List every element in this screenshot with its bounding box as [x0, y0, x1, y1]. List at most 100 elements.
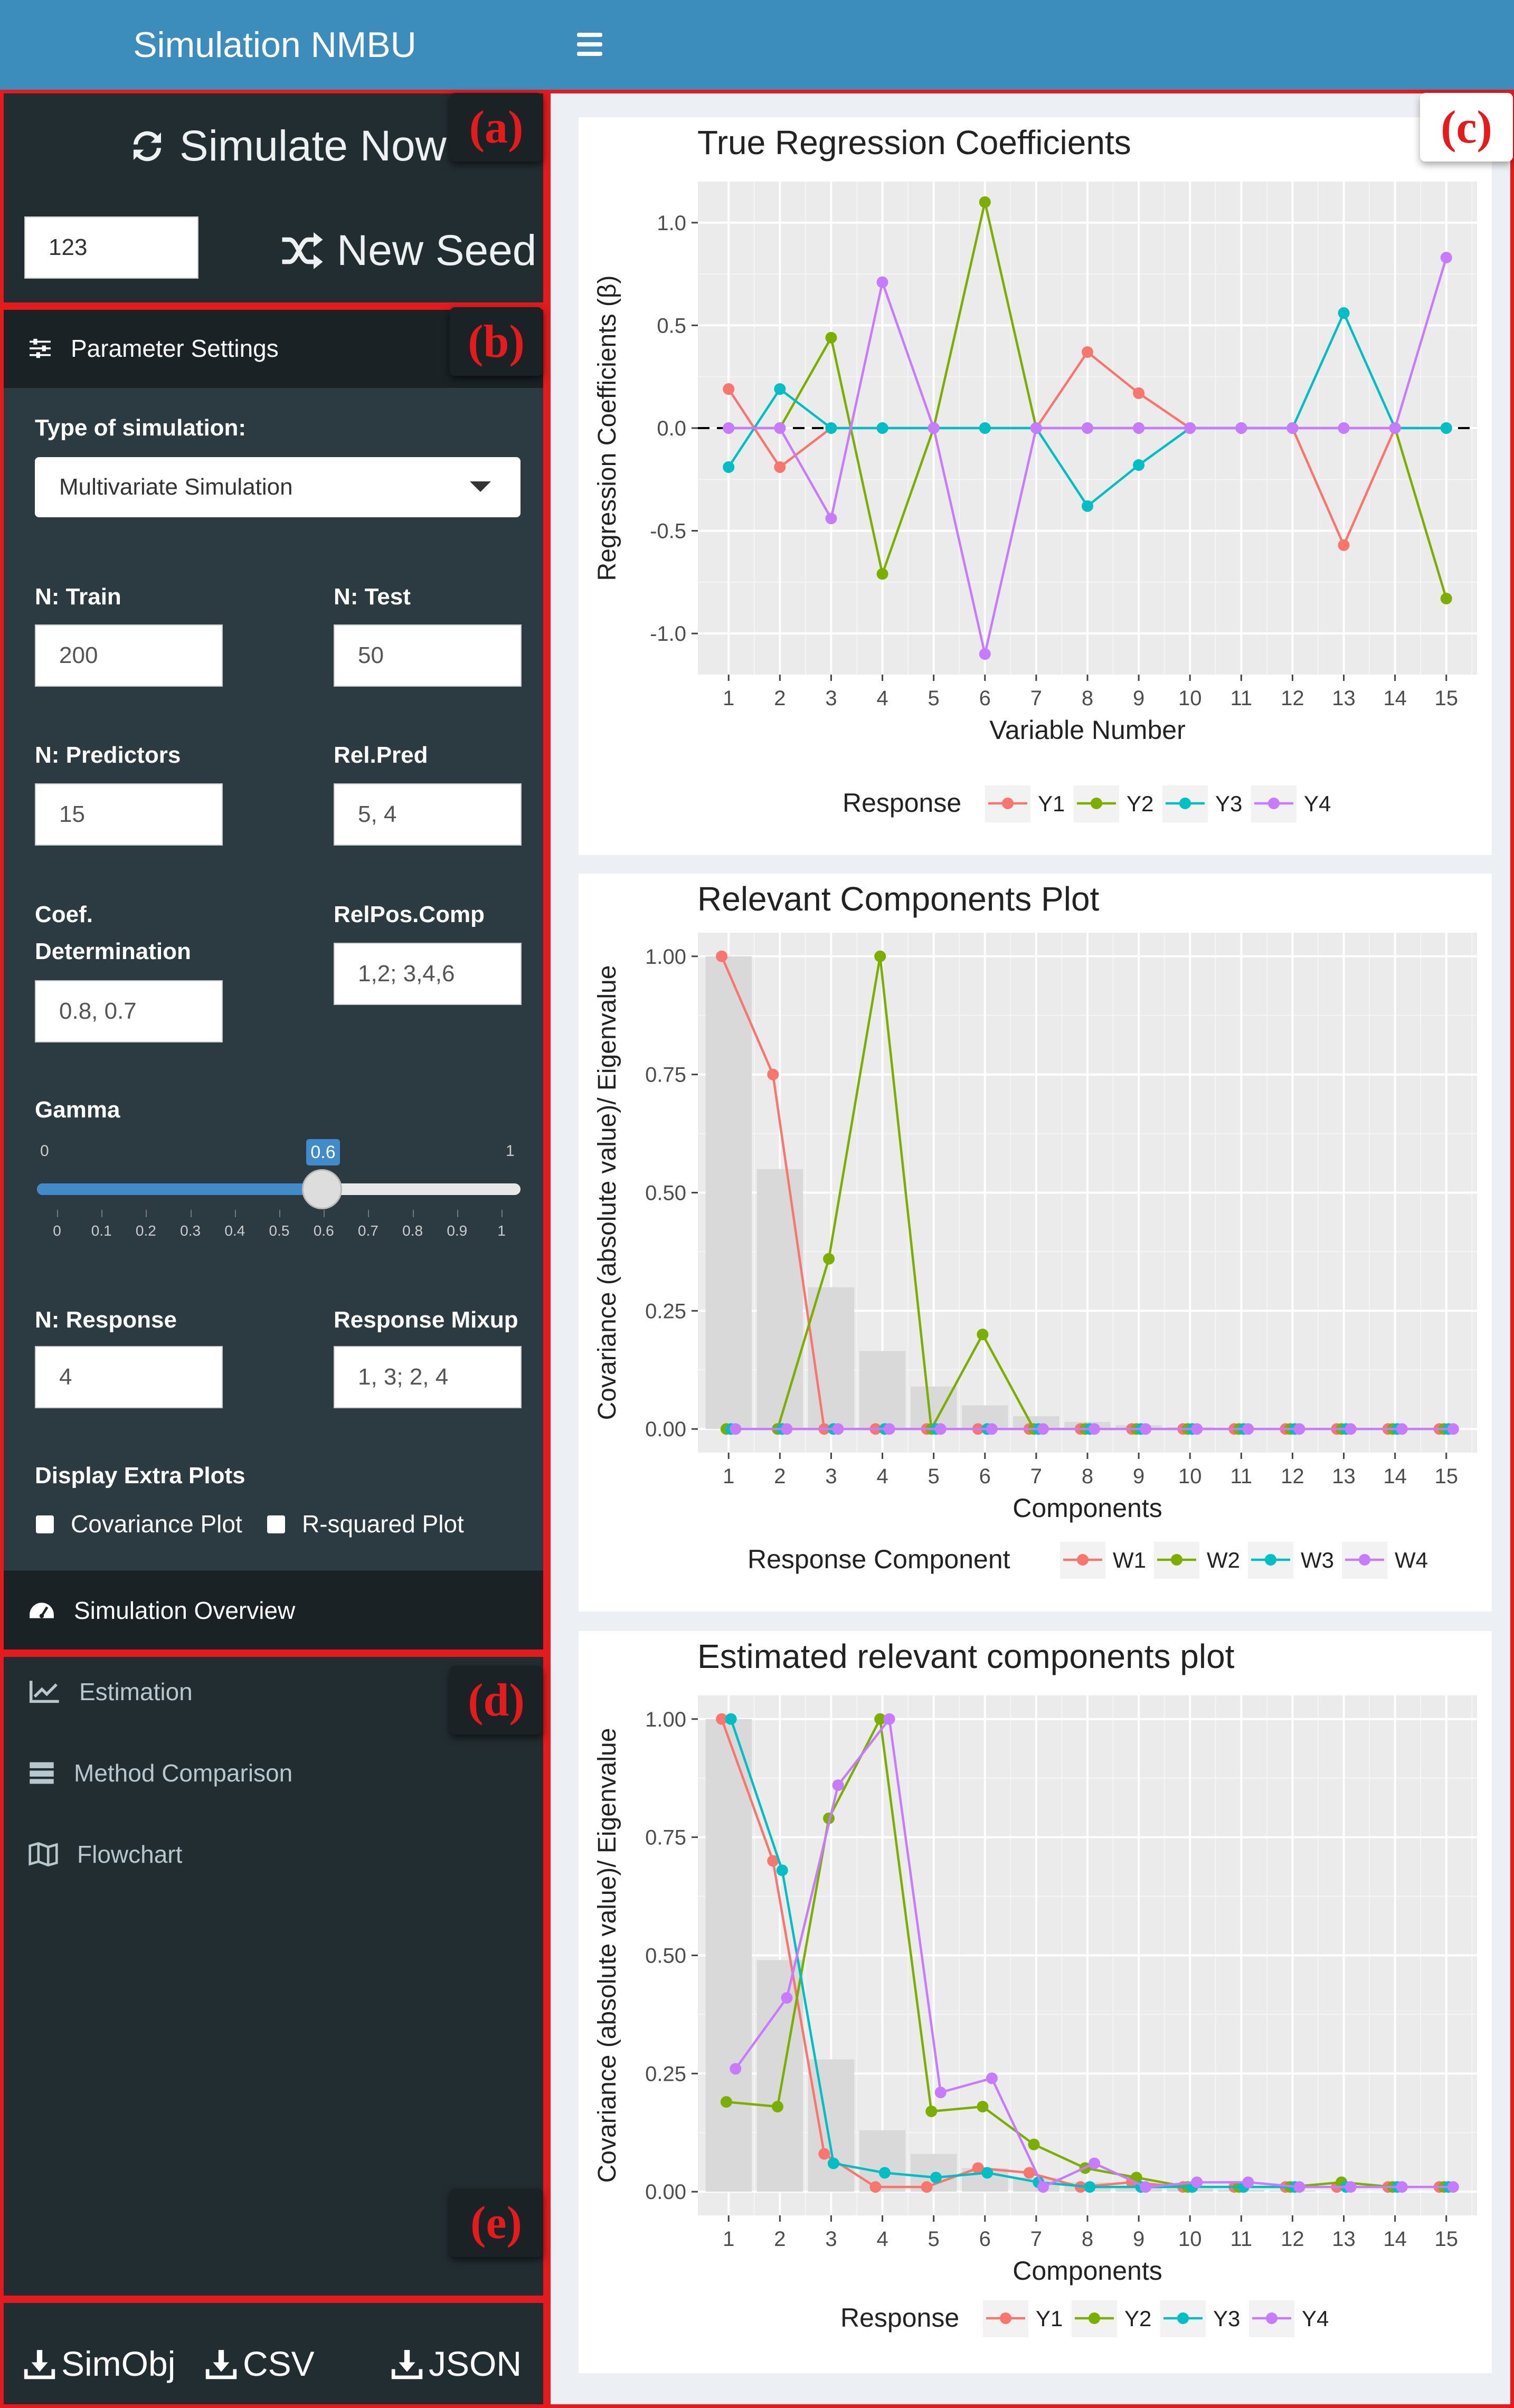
download-simobj-button[interactable]: SimObj — [23, 2344, 175, 2384]
sidebar-item-flowchart[interactable]: Flowchart — [29, 1840, 182, 1869]
sidebar-item-method-comparison[interactable]: Method Comparison — [29, 1759, 292, 1787]
relpos-comp-input[interactable]: 1,2; 3,4,6 — [334, 943, 522, 1005]
chart-card-relevant-components: Relevant Components Plot 0.00 0.25 0.50 0.75… — [579, 874, 1492, 1611]
n-response-label: N: Response — [35, 1307, 177, 1333]
data-point-Y3 — [1338, 307, 1350, 319]
n-test-input[interactable]: 50 — [334, 624, 522, 687]
sliders-icon — [30, 338, 51, 358]
data-point-Y1 — [1082, 346, 1093, 358]
n-test-label: N: Test — [334, 584, 411, 610]
gamma-tick-mark — [146, 1210, 147, 1217]
data-point-W1 — [767, 1068, 779, 1080]
legend-key-point — [1000, 2312, 1011, 2324]
gamma-tick-label: 0.6 — [313, 1222, 334, 1239]
x-tick-label: 7 — [1030, 2227, 1042, 2251]
region-d-e-box — [0, 1653, 547, 2299]
data-point-Y4 — [774, 422, 786, 434]
x-tick-label: 14 — [1383, 687, 1407, 710]
app-brand[interactable]: Simulation NMBU — [0, 0, 550, 90]
data-point-Y3 — [876, 422, 888, 434]
download-json-button[interactable]: JSON — [391, 2344, 522, 2384]
data-point-W2 — [874, 950, 886, 962]
data-point-Y4 — [1037, 2181, 1049, 2193]
data-point-Y4 — [876, 276, 888, 288]
n-train-input[interactable]: 200 — [35, 624, 223, 687]
relpred-input[interactable]: 5, 4 — [334, 783, 522, 846]
data-point-Y1 — [767, 1855, 779, 1867]
x-tick-label: 14 — [1383, 2227, 1407, 2251]
data-point-Y4 — [986, 2072, 998, 2084]
gamma-slider-handle[interactable] — [302, 1169, 342, 1209]
download-csv-button[interactable]: CSV — [205, 2344, 315, 2384]
annotation-c: (c) — [1420, 93, 1513, 162]
gamma-tick-mark — [501, 1210, 503, 1217]
y-axis-label: Regression Coefficients (β) — [593, 276, 621, 581]
data-point-W4 — [1396, 1423, 1408, 1435]
data-point-Y2 — [874, 1713, 886, 1725]
data-point-Y3 — [825, 422, 837, 434]
gamma-tick-mark — [457, 1210, 458, 1217]
legend-item-Y3: Y3 — [1215, 791, 1242, 816]
data-point-Y4 — [1184, 422, 1196, 434]
chart-title: True Regression Coefficients — [697, 124, 1131, 162]
simulation-type-select[interactable]: Multivariate Simulation — [35, 457, 521, 517]
n-predictors-input[interactable]: 15 — [35, 783, 223, 846]
rsquared-plot-checkbox[interactable] — [267, 1515, 285, 1533]
relpred-label: Rel.Pred — [334, 742, 428, 768]
n-response-input[interactable]: 4 — [35, 1346, 223, 1408]
eigenvalue-bar — [705, 1719, 752, 2192]
data-point-Y4 — [1396, 2181, 1408, 2193]
new-seed-button[interactable]: New Seed — [280, 226, 536, 276]
legend-item-Y2: Y2 — [1127, 791, 1153, 816]
data-point-Y3 — [774, 383, 786, 395]
y-axis-label: Covariance (absolute value)/ Eigenvalue — [593, 965, 621, 1420]
region-downloads-box — [0, 2299, 547, 2408]
simulate-now-label: Simulate Now — [179, 122, 447, 170]
simulate-now-button[interactable]: Simulate Now — [127, 121, 447, 171]
response-mixup-input[interactable]: 1, 3; 2, 4 — [334, 1346, 522, 1408]
data-point-Y2 — [925, 2106, 938, 2117]
legend-item-W2: W2 — [1207, 1548, 1240, 1572]
data-point-Y4 — [832, 1779, 844, 1791]
gamma-tick-label: 0.7 — [357, 1222, 378, 1239]
data-point-Y2 — [771, 2101, 783, 2113]
legend-title: Response — [843, 788, 961, 818]
coef-determination-input[interactable]: 0.8, 0.7 — [35, 980, 223, 1042]
x-tick-label: 5 — [928, 2227, 940, 2251]
region-b-box — [0, 306, 547, 1653]
data-point-Y2 — [979, 196, 991, 208]
covariance-plot-checkbox[interactable] — [36, 1515, 54, 1533]
gamma-tick-mark — [234, 1210, 236, 1217]
data-point-Y1 — [723, 383, 735, 395]
sidebar-item-estimation[interactable]: Estimation — [29, 1677, 193, 1706]
seed-input[interactable]: 123 — [24, 216, 198, 279]
simulation-type-label: Type of simulation: — [35, 415, 247, 441]
gamma-tick-mark — [57, 1210, 58, 1217]
simulation-overview-item[interactable]: Simulation Overview — [0, 1571, 550, 1650]
x-tick-label: 8 — [1082, 1465, 1093, 1488]
estimation-label: Estimation — [79, 1678, 193, 1705]
gamma-tick-mark — [412, 1210, 414, 1217]
data-point-W4 — [832, 1423, 844, 1435]
data-point-Y3 — [723, 461, 735, 473]
y-tick-label: 0.25 — [645, 2062, 686, 2085]
download-icon — [205, 2350, 237, 2379]
data-point-Y4 — [723, 422, 735, 434]
estimated-relevant-components-chart: Estimated relevant components plot 0.00 0.… — [593, 1637, 1477, 2337]
download-simobj-label: SimObj — [61, 2344, 176, 2383]
x-tick-label: 11 — [1231, 687, 1253, 710]
data-point-Y3 — [725, 1713, 737, 1725]
data-point-Y1 — [716, 1713, 728, 1725]
data-point-W2 — [977, 1329, 989, 1341]
x-tick-label: 7 — [1030, 1465, 1042, 1488]
data-point-Y4 — [730, 2063, 742, 2075]
data-point-W4 — [1140, 1423, 1152, 1435]
legend-key-point — [1077, 1554, 1089, 1566]
menu-toggle-icon[interactable] — [577, 33, 602, 58]
data-point-Y4 — [1345, 2181, 1357, 2193]
legend-key-point — [1179, 798, 1191, 809]
data-point-Y2 — [720, 2096, 732, 2108]
data-point-W4 — [1345, 1423, 1357, 1435]
eigenvalue-bar — [859, 1351, 906, 1429]
gamma-tick-mark — [190, 1210, 192, 1217]
